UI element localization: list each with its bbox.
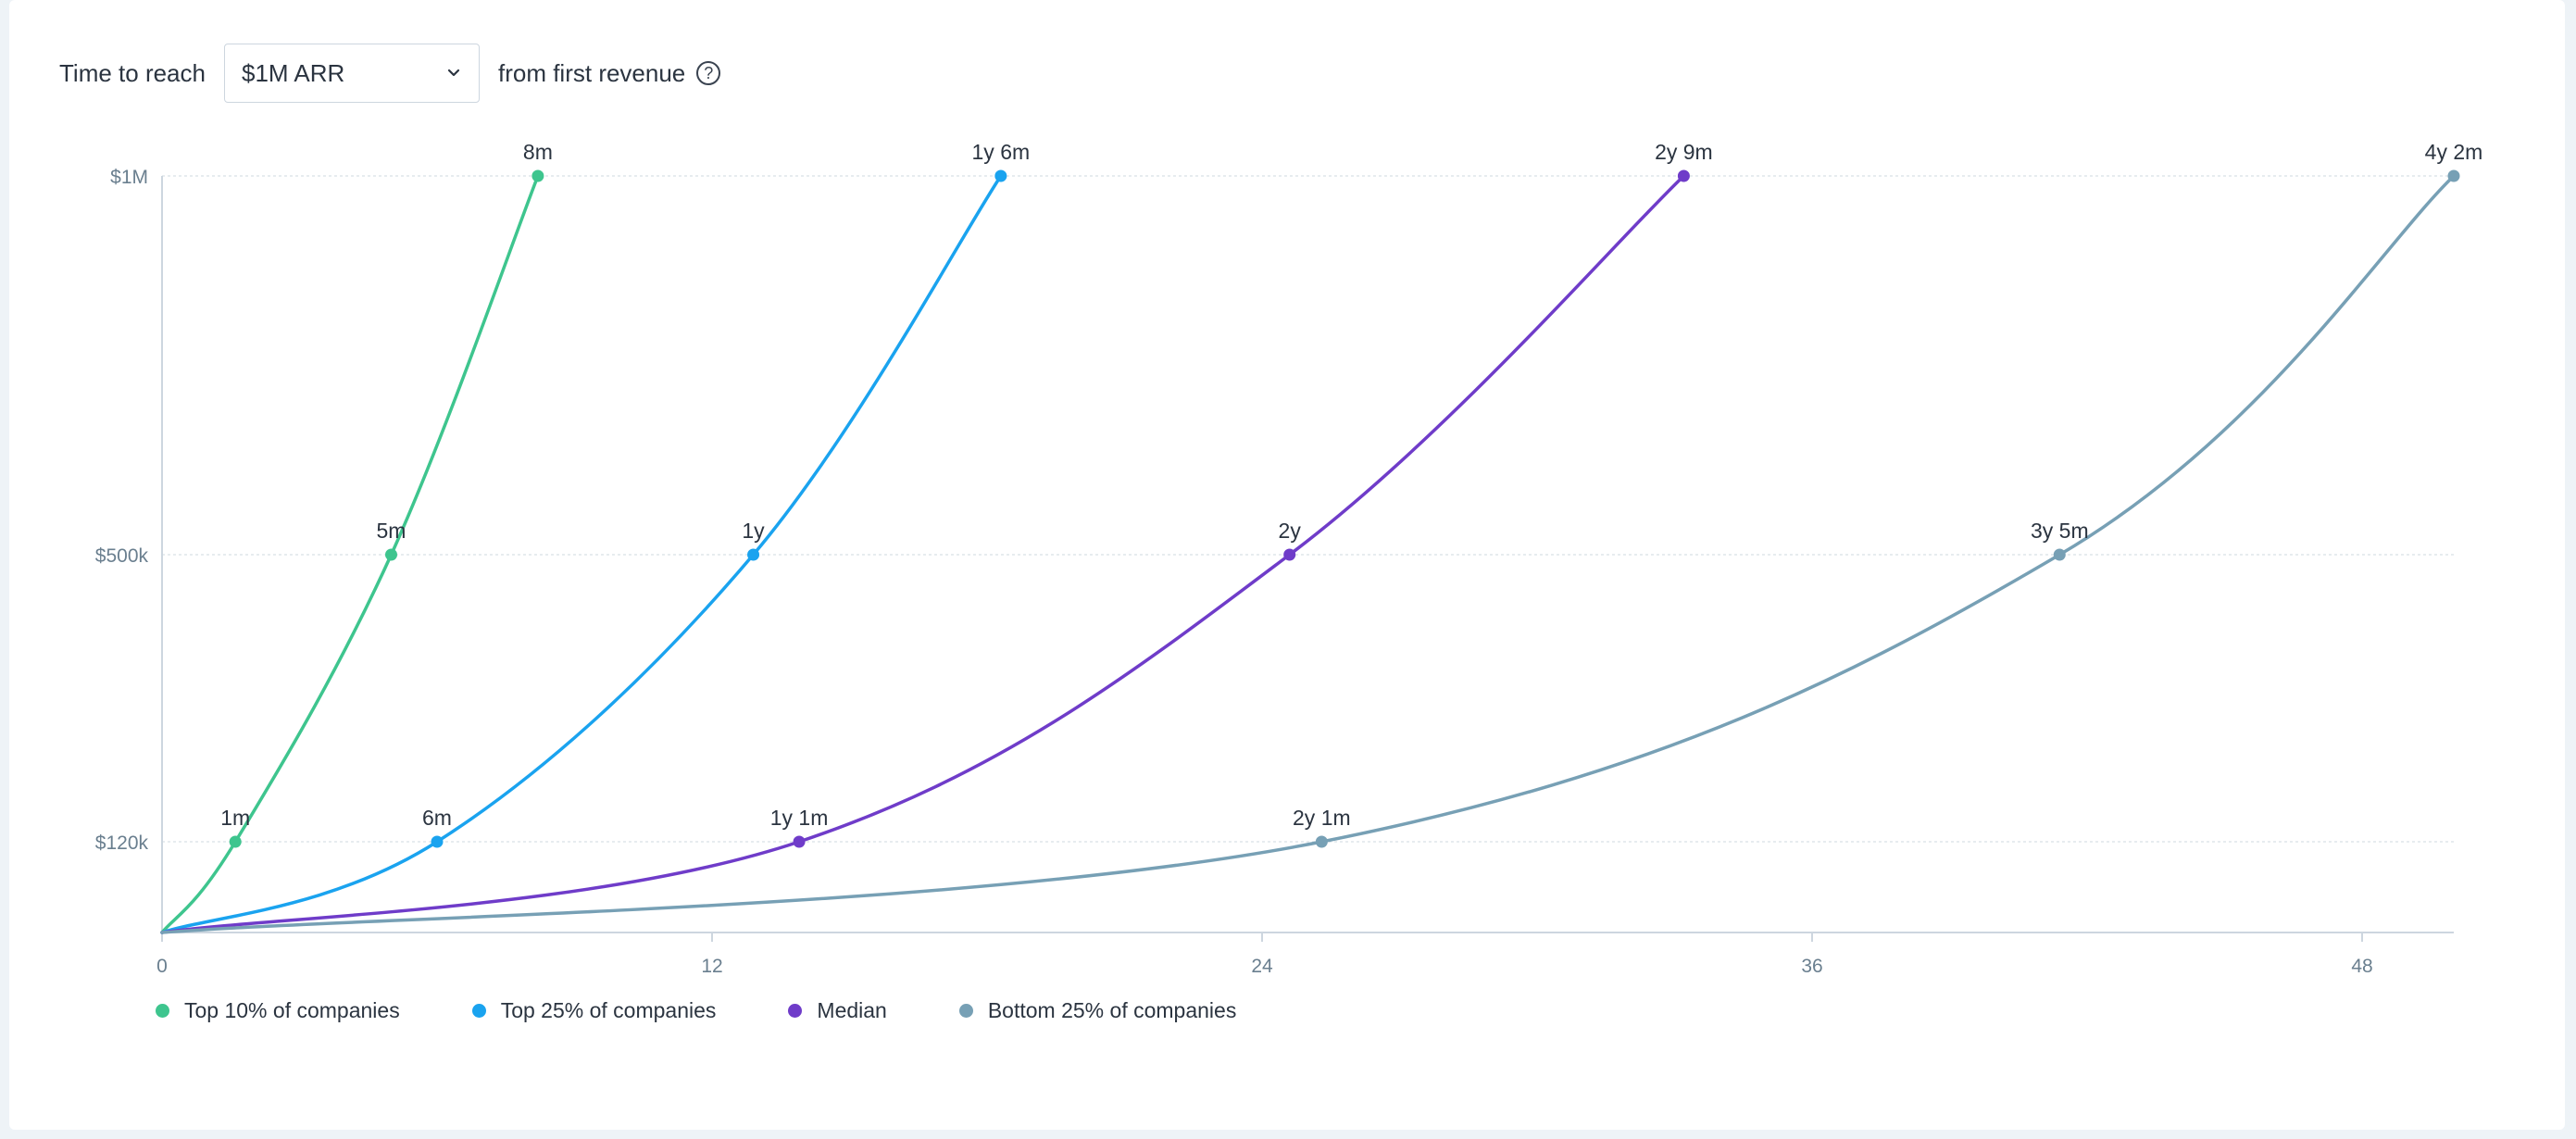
legend-label: Median [817, 998, 887, 1022]
data-point [994, 169, 1007, 182]
data-label: 1y [742, 519, 765, 543]
legend-dot-icon [471, 1004, 486, 1018]
data-label: 5m [377, 519, 406, 543]
data-label: 3y 5m [2031, 519, 2089, 543]
data-label: 1y 6m [972, 140, 1031, 164]
y-tick-label: $120k [95, 832, 149, 854]
chart-card [9, 0, 2565, 1130]
legend-label: Top 10% of companies [184, 998, 400, 1022]
data-label: 4y 2m [2425, 140, 2483, 164]
legend-label: Bottom 25% of companies [987, 998, 1237, 1022]
legend-dot-icon [958, 1004, 973, 1018]
data-point [385, 548, 397, 561]
data-point [229, 835, 242, 848]
data-label: 2y 9m [1655, 140, 1713, 164]
data-point [793, 835, 806, 848]
data-point [747, 548, 760, 561]
data-point [431, 835, 444, 848]
chart-legend: Top 10% of companies Top 25% of companies… [156, 998, 1236, 1023]
data-point [1283, 548, 1296, 561]
series-line-2 [160, 174, 1686, 934]
legend-item[interactable]: Bottom 25% of companies [958, 998, 1237, 1023]
x-tick-label: 12 [701, 956, 722, 977]
legend-item[interactable]: Top 25% of companies [471, 998, 717, 1023]
from-first-revenue-label: from first revenue [497, 58, 686, 87]
legend-dot-icon [156, 1004, 169, 1018]
chevron-down-icon [447, 69, 460, 77]
data-label: 2y 1m [1293, 806, 1351, 830]
data-point [1677, 169, 1690, 182]
y-tick-label: $500k [95, 545, 149, 567]
legend-label: Top 25% of companies [500, 998, 717, 1022]
metric-select-value: $1M ARR [241, 58, 345, 87]
data-label: 6m [422, 806, 452, 830]
chart-controls: Time to reach $1M ARR from first revenue… [59, 43, 721, 104]
data-point [531, 169, 544, 182]
data-label: 1y 1m [770, 806, 829, 830]
time-to-reach-label: Time to reach [59, 58, 206, 87]
series-line-1 [160, 174, 1003, 934]
data-point [1315, 835, 1328, 848]
legend-item[interactable]: Top 10% of companies [156, 998, 400, 1023]
y-tick-label: $1M [110, 167, 148, 188]
metric-select[interactable]: $1M ARR [223, 44, 480, 103]
legend-item[interactable]: Median [788, 998, 887, 1023]
question-circle-icon[interactable]: ? [696, 61, 721, 85]
x-tick-label: 36 [1801, 956, 1822, 977]
data-label: 2y [1279, 519, 1302, 543]
legend-dot-icon [788, 1004, 803, 1018]
series-line-3 [160, 174, 2456, 934]
x-tick-label: 48 [2351, 956, 2372, 977]
data-point [2447, 169, 2460, 182]
data-point [2053, 548, 2066, 561]
data-label: 1m [220, 806, 250, 830]
series-line-0 [160, 174, 540, 934]
x-tick-label: 0 [156, 956, 168, 977]
x-tick-label: 24 [1251, 956, 1273, 977]
data-label: 8m [523, 140, 553, 164]
